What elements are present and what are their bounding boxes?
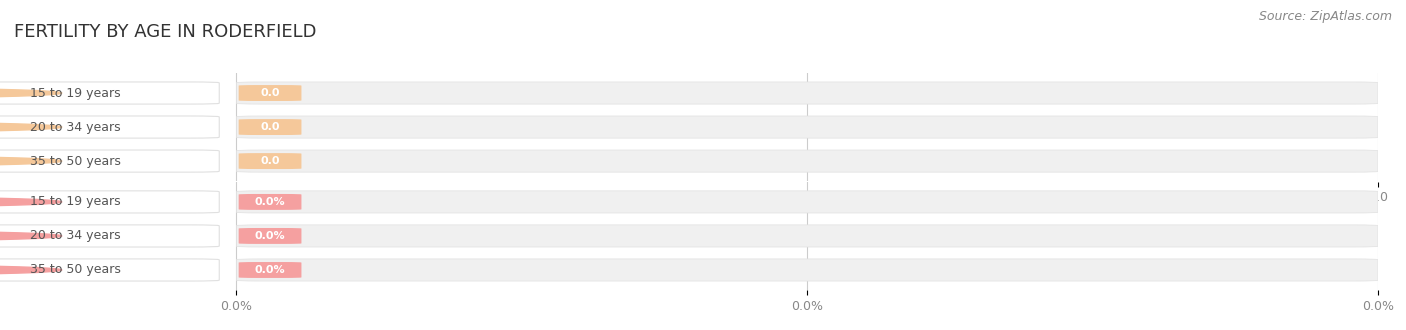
Text: 35 to 50 years: 35 to 50 years [30,154,121,168]
Text: 0.0%: 0.0% [254,265,285,275]
Text: 35 to 50 years: 35 to 50 years [30,263,121,277]
Text: 0.0%: 0.0% [254,197,285,207]
Circle shape [0,266,62,275]
Text: 20 to 34 years: 20 to 34 years [30,229,121,243]
Text: 0.0: 0.0 [260,156,280,166]
Circle shape [0,88,62,97]
FancyBboxPatch shape [239,194,301,210]
Text: FERTILITY BY AGE IN RODERFIELD: FERTILITY BY AGE IN RODERFIELD [14,23,316,41]
Text: 20 to 34 years: 20 to 34 years [30,120,121,134]
FancyBboxPatch shape [236,225,1378,247]
FancyBboxPatch shape [0,150,219,172]
FancyBboxPatch shape [0,191,219,213]
Text: 0.0%: 0.0% [254,231,285,241]
Text: 0.0: 0.0 [260,122,280,132]
Circle shape [0,197,62,206]
Text: Source: ZipAtlas.com: Source: ZipAtlas.com [1258,10,1392,23]
FancyBboxPatch shape [0,82,219,104]
Text: 0.0: 0.0 [260,88,280,98]
FancyBboxPatch shape [236,82,1378,104]
FancyBboxPatch shape [236,191,1378,213]
FancyBboxPatch shape [239,228,301,244]
Text: 15 to 19 years: 15 to 19 years [30,86,121,100]
Circle shape [0,232,62,240]
Circle shape [0,123,62,131]
FancyBboxPatch shape [236,259,1378,281]
FancyBboxPatch shape [239,153,301,169]
FancyBboxPatch shape [236,116,1378,138]
FancyBboxPatch shape [0,225,219,247]
FancyBboxPatch shape [239,119,301,135]
FancyBboxPatch shape [239,262,301,278]
FancyBboxPatch shape [0,116,219,138]
FancyBboxPatch shape [239,85,301,101]
FancyBboxPatch shape [236,150,1378,172]
FancyBboxPatch shape [0,259,219,281]
Text: 15 to 19 years: 15 to 19 years [30,195,121,209]
Circle shape [0,157,62,166]
